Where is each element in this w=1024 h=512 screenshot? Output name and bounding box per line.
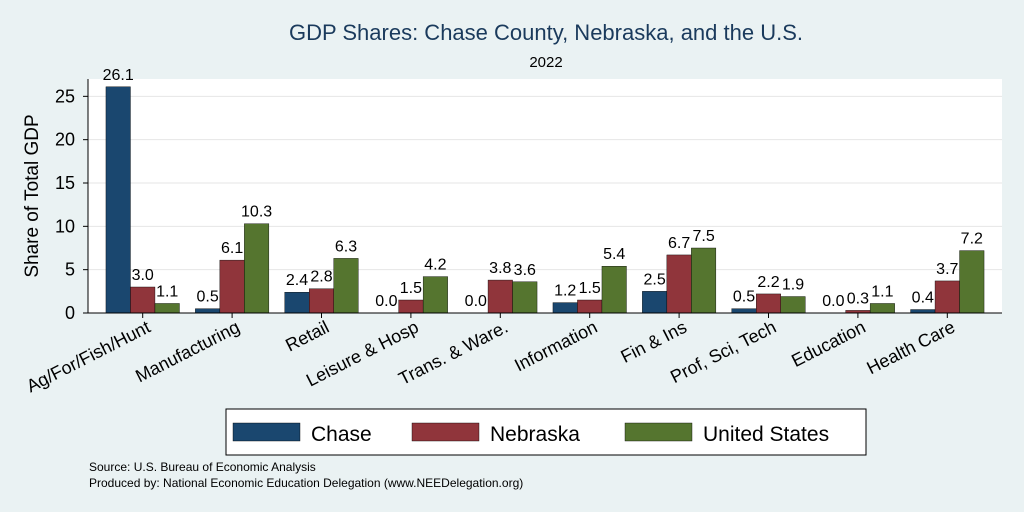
data-label: 1.1 (156, 283, 178, 300)
y-tick-label: 15 (55, 173, 75, 193)
bar-nebraska (666, 254, 692, 314)
bar-chase (731, 308, 757, 314)
bar-nebraska (577, 299, 603, 314)
data-label: 0.0 (375, 293, 397, 310)
bar-nebraska (398, 299, 424, 314)
bar-chase (195, 308, 221, 314)
data-label: 7.5 (692, 228, 714, 245)
data-labels: 26.13.01.1 0.56.110.32.4 2.86.30.01.54.20.… (103, 67, 983, 310)
legend-swatch (411, 422, 480, 442)
data-label: 3.6 (514, 262, 536, 279)
bar-united-states (333, 258, 359, 314)
data-label: 1.1 (871, 283, 893, 300)
data-label: 0.3 (847, 290, 869, 307)
data-label: 1.9 (782, 277, 804, 294)
bar-chase (552, 302, 578, 314)
chart-title: GDP Shares: Chase County, Nebraska, and … (289, 20, 803, 45)
y-tick-label: 25 (55, 86, 75, 106)
legend-label: United States (703, 423, 829, 446)
x-category-label: Education (788, 317, 868, 371)
bar-united-states (244, 223, 270, 314)
x-category-label: Ag/For/Fish/Hunt (23, 317, 153, 397)
data-label: 2.4 (286, 272, 308, 289)
data-label: 0.5 (196, 289, 218, 306)
y-tick-label: 20 (55, 130, 75, 150)
bar-nebraska (934, 280, 960, 314)
bar-united-states (512, 281, 538, 314)
data-label: 3.0 (132, 267, 154, 284)
legend-label: Nebraska (490, 423, 580, 446)
bar-chase (910, 309, 936, 314)
y-axis-label: Share of Total GDP (22, 114, 43, 277)
data-label: 3.7 (936, 261, 958, 278)
legend: Chase Nebraska United States (225, 408, 867, 456)
y-tick-label: 5 (65, 260, 75, 280)
x-category-label: Information (511, 317, 600, 376)
chart-subtitle: 2022 (529, 54, 562, 71)
data-label: 2.8 (310, 269, 332, 286)
data-label: 10.3 (241, 204, 272, 221)
legend-label: Chase (311, 423, 372, 446)
data-label: 6.1 (221, 240, 243, 257)
data-label: 1.5 (400, 280, 422, 297)
y-tick-label: 10 (55, 216, 75, 236)
source-note: Source: U.S. Bureau of Economic Analysis (89, 460, 316, 474)
bar-united-states (780, 296, 806, 314)
bar-chase (642, 291, 668, 314)
y-axis-ticks: 0 5 10 15 20 25 (55, 86, 88, 323)
legend-box (225, 408, 867, 456)
bar-chase (105, 86, 131, 314)
data-label: 6.7 (668, 235, 690, 252)
produced-by-note: Produced by: National Economic Education… (89, 476, 523, 490)
bars (105, 86, 985, 314)
data-label: 4.2 (424, 257, 446, 274)
data-label: 2.5 (643, 271, 665, 288)
x-category-label: Health Care (863, 317, 958, 378)
y-tick-label: 0 (65, 303, 75, 323)
bar-united-states (422, 276, 448, 314)
data-label: 0.0 (465, 293, 487, 310)
bar-united-states (869, 303, 895, 314)
data-label: 3.8 (489, 260, 511, 277)
data-label: 0.5 (733, 289, 755, 306)
bar-united-states (154, 303, 180, 314)
bar-nebraska (219, 259, 245, 314)
bar-chase (284, 292, 310, 314)
legend-swatch (232, 422, 301, 442)
data-label: 0.0 (822, 293, 844, 310)
data-label: 5.4 (603, 246, 625, 263)
data-label: 1.5 (579, 280, 601, 297)
legend-swatch (624, 422, 693, 442)
data-label: 1.2 (554, 283, 576, 300)
bar-nebraska (487, 279, 513, 314)
bar-nebraska (756, 293, 781, 314)
data-label: 6.3 (335, 238, 357, 255)
data-label: 26.1 (103, 67, 134, 84)
bar-united-states (691, 247, 717, 314)
data-label: 0.4 (912, 290, 934, 307)
bar-nebraska (130, 286, 156, 314)
bar-united-states (959, 250, 985, 314)
bar-nebraska (309, 288, 334, 314)
x-category-label: Fin & Ins (618, 317, 690, 367)
x-category-label: Retail (282, 317, 332, 356)
data-label: 2.2 (757, 274, 779, 291)
bar-united-states (601, 266, 627, 314)
data-label: 7.2 (961, 231, 983, 248)
